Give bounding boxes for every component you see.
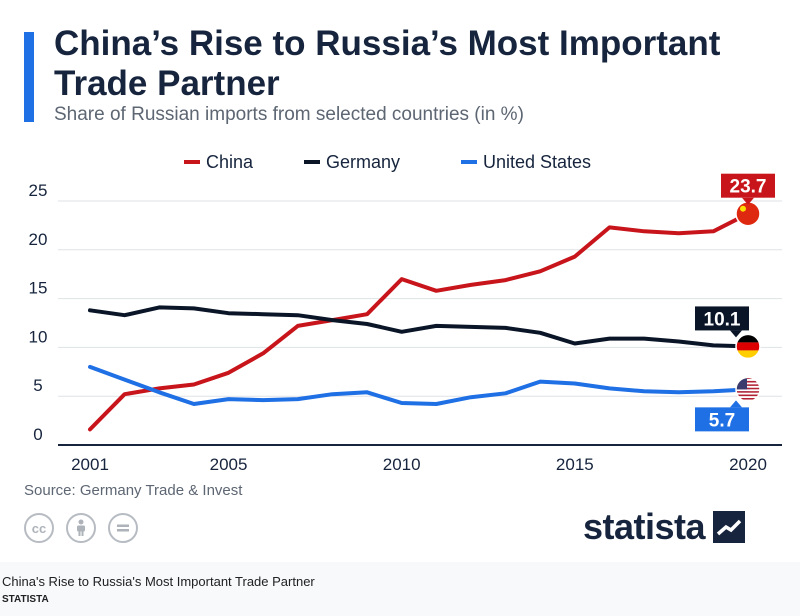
end-value-text: 5.7: [709, 410, 735, 431]
statista-logo[interactable]: statista: [583, 506, 746, 548]
image-caption: China's Rise to Russia's Most Important …: [0, 562, 800, 616]
attribution-icon[interactable]: [66, 513, 96, 543]
end-value-text: 23.7: [730, 177, 767, 198]
infographic-card: China’s Rise to Russia’s Most Important …: [24, 24, 782, 548]
legend-label-china: China: [206, 152, 254, 172]
y-tick-label: 20: [29, 230, 48, 249]
chart-title: China’s Rise to Russia’s Most Important …: [54, 24, 721, 103]
end-value-box: [695, 306, 749, 331]
title-accent-bar: [24, 32, 34, 122]
caption-title[interactable]: China's Rise to Russia's Most Important …: [2, 574, 315, 589]
end-value-label-china: 23.7: [721, 173, 775, 205]
x-tick-label: 2015: [556, 455, 594, 474]
y-tick-label: 10: [29, 327, 48, 346]
end-value-pointer: [730, 330, 742, 338]
legend-label-germany: Germany: [326, 152, 400, 172]
end-value-box: [695, 407, 749, 432]
source-note: Source: Germany Trade & Invest: [24, 482, 243, 499]
china-flag-icon: [735, 200, 761, 227]
x-tick-label: 2020: [729, 455, 767, 474]
creative-commons-icon[interactable]: cc: [24, 513, 54, 543]
x-tick-label: 2010: [383, 455, 421, 474]
statista-logo-icon: [713, 511, 746, 543]
end-value-label-germany: 10.1: [695, 306, 749, 338]
series-line-china: [88, 211, 750, 432]
series-line-germany: [88, 305, 750, 349]
x-tick-label: 2005: [210, 455, 248, 474]
series-line-united-states: [88, 364, 750, 406]
statista-wordmark: statista: [583, 506, 706, 547]
y-tick-label: 15: [29, 279, 48, 298]
end-value-text: 10.1: [704, 309, 741, 330]
legend-label-united-states: United States: [483, 152, 591, 172]
end-value-pointer: [742, 197, 754, 205]
us-flag-icon: [735, 376, 761, 403]
end-value-box: [721, 173, 775, 198]
germany-flag-icon: [735, 333, 761, 360]
end-value-pointer: [730, 400, 742, 408]
caption-source: STATISTA: [2, 594, 49, 605]
y-tick-label: 5: [33, 376, 42, 395]
x-tick-label: 2001: [71, 455, 109, 474]
chart-subtitle: Share of Russian imports from selected c…: [54, 104, 524, 125]
end-value-label-united-states: 5.7: [695, 400, 749, 432]
y-tick-label: 0: [33, 425, 42, 444]
line-chart: 0 5 10 15 20 25 2001 2005 2010 2015 2020 China Germa…: [29, 152, 782, 474]
y-tick-label: 25: [29, 181, 48, 200]
no-derivatives-icon[interactable]: [108, 513, 138, 543]
